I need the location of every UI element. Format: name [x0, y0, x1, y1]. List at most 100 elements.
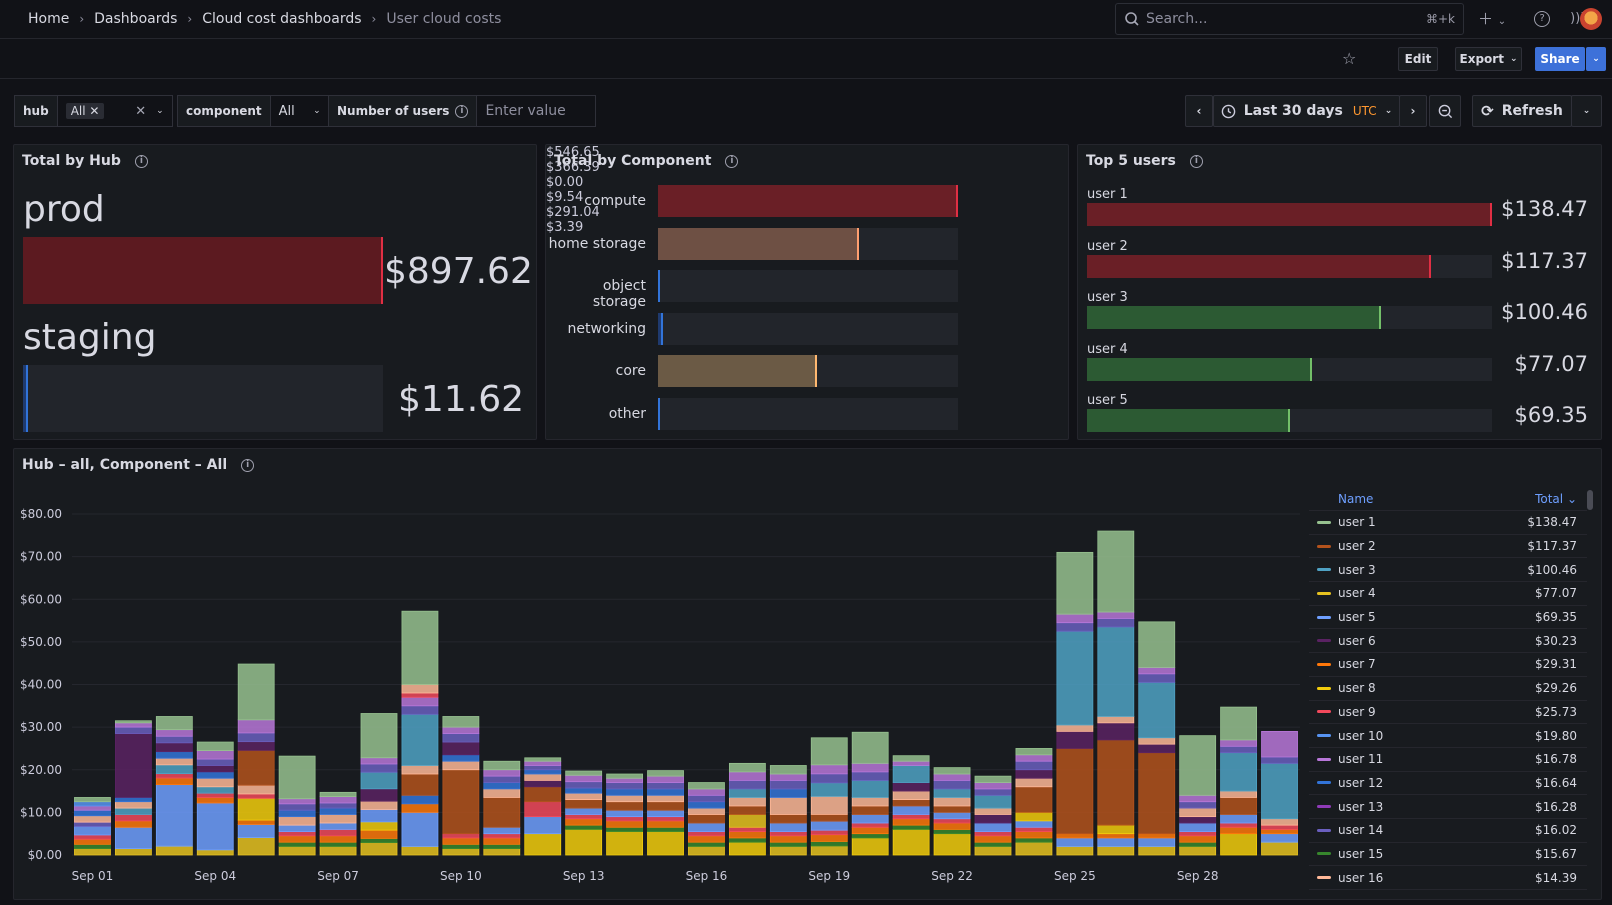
bar-segment[interactable] — [1097, 824, 1135, 835]
bar-segment[interactable] — [483, 760, 521, 771]
bar-segment[interactable] — [728, 788, 766, 798]
bar-segment[interactable] — [974, 841, 1012, 847]
bar-segment[interactable] — [524, 801, 562, 818]
bar-segment[interactable] — [196, 758, 234, 766]
bar-segment[interactable] — [851, 780, 889, 798]
bar-segment[interactable] — [524, 786, 562, 803]
bar-segment[interactable] — [1015, 837, 1053, 843]
bar-segment[interactable] — [1261, 730, 1298, 758]
bar-segment[interactable] — [360, 821, 398, 831]
info-icon[interactable]: i — [241, 458, 255, 472]
bar-segment[interactable] — [1220, 706, 1258, 741]
bar-segment[interactable] — [74, 801, 111, 807]
bar-segment[interactable] — [237, 797, 275, 821]
bar-segment[interactable] — [1220, 745, 1258, 754]
bar-segment[interactable] — [606, 809, 644, 818]
bar-segment[interactable] — [851, 822, 889, 828]
bar-segment[interactable] — [155, 757, 193, 766]
bar-segment[interactable] — [606, 816, 644, 822]
legend-row[interactable]: user 6 $30.23 — [1309, 629, 1587, 654]
bar-segment[interactable] — [74, 838, 111, 845]
bar-segment[interactable] — [319, 846, 357, 856]
bar-segment[interactable] — [769, 814, 807, 824]
legend-row[interactable]: user 3 $100.46 — [1309, 558, 1587, 583]
bar-segment[interactable] — [728, 780, 766, 790]
legend-row[interactable]: user 11 $16.78 — [1309, 748, 1587, 772]
bar-segment[interactable] — [606, 794, 644, 803]
bar-segment[interactable] — [769, 773, 807, 781]
bar-segment[interactable] — [442, 833, 480, 839]
time-picker[interactable]: Last 30 days UTC ⌄ — [1213, 95, 1400, 127]
bar-segment[interactable] — [1261, 818, 1298, 826]
bar-segment[interactable] — [974, 814, 1012, 824]
bar-segment[interactable] — [278, 809, 316, 818]
bar-segment[interactable] — [319, 822, 357, 830]
bar-segment[interactable] — [565, 774, 603, 783]
legend-row[interactable]: user 7 $29.31 — [1309, 653, 1587, 677]
bar-segment[interactable] — [319, 796, 357, 804]
bar-segment[interactable] — [74, 821, 111, 827]
bar-segment[interactable] — [196, 802, 234, 851]
bar-segment[interactable] — [1220, 833, 1258, 856]
bar-segment[interactable] — [688, 794, 725, 803]
bar-segment[interactable] — [647, 788, 684, 796]
bar-segment[interactable] — [401, 692, 439, 698]
stacked-bar-chart[interactable]: $0.00 $10.00 $20.00 $30.00 $40.00 $50.00 $60.0… — [14, 490, 1304, 890]
bar-segment[interactable] — [933, 788, 971, 798]
bar-segment[interactable] — [810, 795, 848, 815]
bar-segment[interactable] — [196, 765, 234, 773]
bar-segment[interactable] — [278, 831, 316, 837]
bar-segment[interactable] — [688, 822, 725, 832]
bar-segment[interactable] — [1015, 786, 1053, 813]
bar-segment[interactable] — [810, 845, 848, 856]
refresh-button[interactable]: ⟳ Refresh — [1472, 95, 1572, 127]
bar-segment[interactable] — [360, 800, 398, 810]
bar-segment[interactable] — [974, 794, 1012, 809]
bar-segment[interactable] — [851, 797, 889, 807]
bar-segment[interactable] — [114, 801, 152, 809]
bar-segment[interactable] — [1056, 837, 1094, 847]
bar-segment[interactable] — [237, 784, 275, 795]
bar-segment[interactable] — [114, 820, 152, 828]
star-icon[interactable]: ☆ — [1342, 49, 1357, 68]
bar-segment[interactable] — [688, 782, 725, 790]
bar-segment[interactable] — [401, 794, 439, 805]
bar-segment[interactable] — [237, 824, 275, 838]
bar-segment[interactable] — [1179, 846, 1217, 856]
bar-segment[interactable] — [401, 803, 439, 813]
bar-segment[interactable] — [1097, 716, 1135, 724]
bar-segment[interactable] — [647, 770, 684, 777]
avatar[interactable] — [1580, 8, 1602, 30]
legend-row[interactable]: user 1 $138.47 — [1309, 511, 1587, 535]
bar-segment[interactable] — [933, 818, 971, 824]
bar-segment[interactable] — [360, 842, 398, 856]
bar-segment[interactable] — [1056, 622, 1094, 632]
bar-segment[interactable] — [933, 773, 971, 781]
bar-segment[interactable] — [1056, 630, 1094, 726]
bar-segment[interactable] — [1056, 730, 1094, 749]
bar-segment[interactable] — [483, 788, 521, 798]
legend-row[interactable]: user 2 $117.37 — [1309, 535, 1587, 559]
edit-button[interactable]: Edit — [1398, 47, 1438, 71]
bar-segment[interactable] — [1261, 841, 1298, 856]
bar-segment[interactable] — [114, 726, 152, 734]
bar-segment[interactable] — [237, 741, 275, 751]
bar-segment[interactable] — [319, 835, 357, 843]
bar-segment[interactable] — [1261, 833, 1298, 843]
bar-segment[interactable] — [688, 835, 725, 843]
bar-segment[interactable] — [606, 773, 644, 779]
bar-segment[interactable] — [851, 837, 889, 856]
bar-segment[interactable] — [1056, 833, 1094, 839]
bar-segment[interactable] — [278, 841, 316, 847]
bar-segment[interactable] — [647, 794, 684, 803]
bar-segment[interactable] — [1179, 822, 1217, 832]
bar-segment[interactable] — [688, 788, 725, 796]
bar-segment[interactable] — [606, 826, 644, 832]
bar-segment[interactable] — [483, 769, 521, 777]
bar-segment[interactable] — [565, 787, 603, 794]
bar-segment[interactable] — [810, 782, 848, 797]
clear-icon[interactable]: ✕ — [135, 103, 147, 119]
bar-segment[interactable] — [688, 841, 725, 847]
info-icon[interactable]: i — [1189, 154, 1203, 168]
legend-row[interactable]: user 9 $25.73 — [1309, 701, 1587, 725]
